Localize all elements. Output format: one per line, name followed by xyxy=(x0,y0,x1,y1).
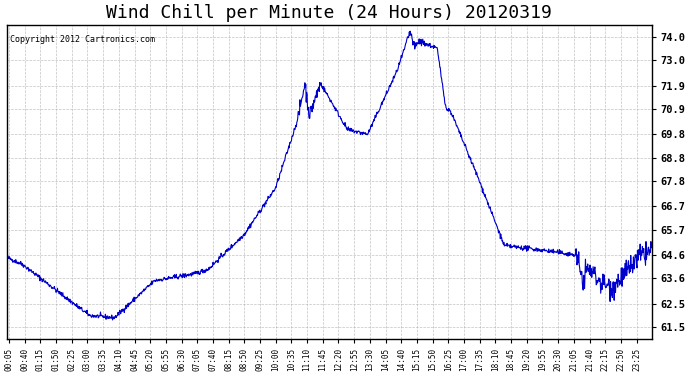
Title: Wind Chill per Minute (24 Hours) 20120319: Wind Chill per Minute (24 Hours) 2012031… xyxy=(106,4,552,22)
Text: Copyright 2012 Cartronics.com: Copyright 2012 Cartronics.com xyxy=(10,34,155,44)
